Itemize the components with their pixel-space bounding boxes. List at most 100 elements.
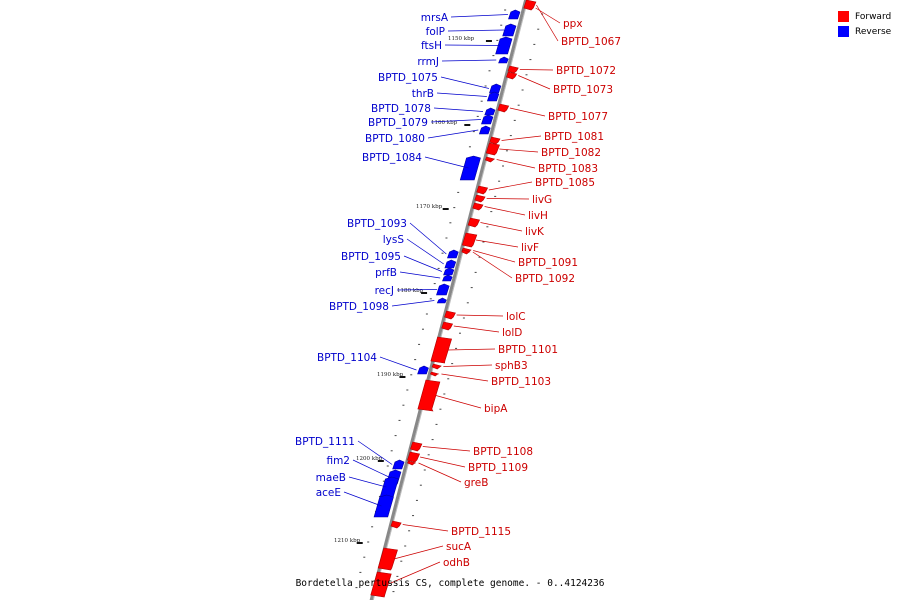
forward-gene-label[interactable]: BPTD_1103 [491, 376, 551, 388]
forward-gene-label[interactable]: BPTD_1115 [451, 526, 511, 538]
forward-gene-feature[interactable] [485, 142, 500, 156]
forward-gene-feature[interactable] [407, 460, 417, 466]
reverse-gene-feature[interactable] [484, 107, 496, 116]
forward-gene-label[interactable]: BPTD_1083 [538, 163, 598, 175]
reverse-gene-label[interactable]: thrB [412, 88, 434, 100]
forward-swatch [838, 11, 849, 22]
reverse-gene-feature[interactable] [444, 259, 457, 269]
reverse-gene-label[interactable]: BPTD_1080 [365, 133, 425, 145]
forward-gene-label[interactable]: livG [532, 194, 552, 206]
forward-gene-label[interactable]: BPTD_1101 [498, 344, 558, 356]
forward-gene-feature[interactable] [506, 71, 518, 80]
forward-gene-feature[interactable] [430, 336, 453, 364]
forward-gene-label[interactable]: odhB [443, 557, 470, 569]
reverse-gene-label[interactable]: BPTD_1104 [317, 352, 377, 364]
forward-gene-feature[interactable] [441, 321, 454, 331]
reverse-gene-feature[interactable] [392, 459, 405, 470]
forward-gene-feature[interactable] [429, 371, 439, 377]
legend-reverse-label: Reverse [855, 26, 892, 37]
forward-gene-label[interactable]: BPTD_1073 [553, 84, 613, 96]
forward-gene-feature[interactable] [377, 547, 398, 571]
forward-gene-feature[interactable] [461, 232, 478, 248]
forward-gene-label[interactable]: sucA [446, 541, 472, 553]
label-leader-line [443, 364, 493, 367]
forward-gene-feature[interactable] [417, 379, 441, 412]
forward-gene-feature[interactable] [370, 571, 392, 598]
forward-gene-feature[interactable] [410, 441, 423, 452]
reverse-gene-feature[interactable] [373, 494, 394, 518]
forward-gene-label[interactable]: livF [521, 242, 539, 254]
forward-gene-label[interactable]: greB [464, 477, 488, 489]
forward-gene-feature[interactable] [489, 136, 501, 145]
reverse-gene-label[interactable]: BPTD_1075 [378, 72, 438, 84]
reverse-gene-label[interactable]: BPTD_1093 [347, 218, 407, 230]
label-leader-line [352, 459, 390, 478]
label-leader-line [441, 59, 497, 62]
forward-gene-feature[interactable] [507, 65, 519, 74]
reverse-gene-label[interactable]: recJ [375, 285, 394, 297]
forward-gene-label[interactable]: BPTD_1072 [556, 65, 616, 77]
reverse-gene-feature[interactable] [502, 23, 517, 37]
reverse-gene-label[interactable]: ftsH [421, 40, 442, 52]
forward-gene-feature[interactable] [472, 202, 484, 211]
reverse-gene-feature[interactable] [442, 274, 453, 282]
reverse-gene-feature[interactable] [443, 267, 455, 276]
reverse-gene-feature[interactable] [478, 125, 491, 135]
forward-gene-label[interactable]: BPTD_1109 [468, 462, 528, 474]
forward-gene-label[interactable]: sphB3 [495, 360, 528, 372]
reverse-gene-label[interactable]: mrsA [421, 12, 449, 24]
reverse-gene-label[interactable]: BPTD_1079 [368, 117, 428, 129]
forward-gene-feature[interactable] [523, 0, 537, 11]
reverse-gene-feature[interactable] [436, 297, 447, 304]
reverse-gene-feature[interactable] [498, 56, 509, 64]
forward-gene-feature[interactable] [461, 249, 471, 255]
forward-gene-label[interactable]: livK [525, 226, 545, 238]
label-leader-line [473, 250, 516, 263]
forward-gene-label[interactable]: BPTD_1092 [515, 273, 575, 285]
reverse-gene-feature[interactable] [447, 249, 459, 259]
reverse-gene-label[interactable]: rrmJ [417, 56, 439, 68]
forward-gene-label[interactable]: BPTD_1091 [518, 257, 578, 269]
reverse-gene-label[interactable]: fim2 [326, 455, 350, 467]
forward-gene-label[interactable]: BPTD_1082 [541, 147, 601, 159]
reverse-gene-label[interactable]: BPTD_1098 [329, 301, 389, 313]
reverse-gene-label[interactable]: BPTD_1111 [295, 436, 355, 448]
forward-gene-feature[interactable] [497, 103, 510, 113]
reverse-gene-feature[interactable] [508, 9, 521, 20]
forward-gene-feature[interactable] [476, 185, 489, 195]
reverse-gene-label[interactable]: folP [426, 26, 445, 38]
forward-gene-label[interactable]: lolD [502, 327, 522, 339]
reverse-gene-feature[interactable] [459, 155, 481, 181]
reverse-gene-feature[interactable] [379, 476, 399, 498]
forward-gene-label[interactable]: BPTD_1081 [544, 131, 604, 143]
forward-gene-feature[interactable] [467, 217, 481, 228]
forward-gene-label[interactable]: livH [528, 210, 548, 222]
forward-gene-label[interactable]: bipA [484, 403, 508, 415]
forward-gene-feature[interactable] [390, 520, 402, 529]
reverse-gene-feature[interactable] [495, 36, 513, 55]
reverse-gene-label[interactable]: maeB [316, 472, 346, 484]
forward-gene-feature[interactable] [444, 310, 456, 320]
forward-gene-feature[interactable] [407, 451, 421, 463]
forward-gene-label[interactable]: ppx [563, 18, 583, 30]
reverse-gene-label[interactable]: BPTD_1084 [362, 152, 422, 164]
reverse-gene-feature[interactable] [481, 114, 494, 125]
forward-gene-label[interactable]: BPTD_1085 [535, 177, 595, 189]
reverse-gene-label[interactable]: prfB [375, 267, 397, 279]
forward-gene-feature[interactable] [474, 194, 486, 203]
reverse-gene-label[interactable]: aceE [316, 487, 341, 499]
forward-gene-feature[interactable] [431, 363, 442, 370]
reverse-gene-feature[interactable] [417, 365, 429, 375]
label-leader-line [447, 29, 504, 32]
reverse-gene-label[interactable]: lysS [383, 234, 405, 246]
reverse-gene-label[interactable]: BPTD_1095 [341, 251, 401, 263]
forward-gene-label[interactable]: lolC [506, 311, 526, 323]
forward-gene-label[interactable]: BPTD_1077 [548, 111, 608, 123]
reverse-gene-label[interactable]: BPTD_1078 [371, 103, 431, 115]
reverse-gene-feature[interactable] [436, 283, 450, 296]
forward-gene-label[interactable]: BPTD_1067 [561, 36, 621, 48]
forward-gene-label[interactable]: BPTD_1108 [473, 446, 533, 458]
forward-gene-feature[interactable] [484, 156, 496, 163]
reverse-gene-feature[interactable] [489, 83, 502, 94]
reverse-gene-feature[interactable] [486, 91, 500, 102]
